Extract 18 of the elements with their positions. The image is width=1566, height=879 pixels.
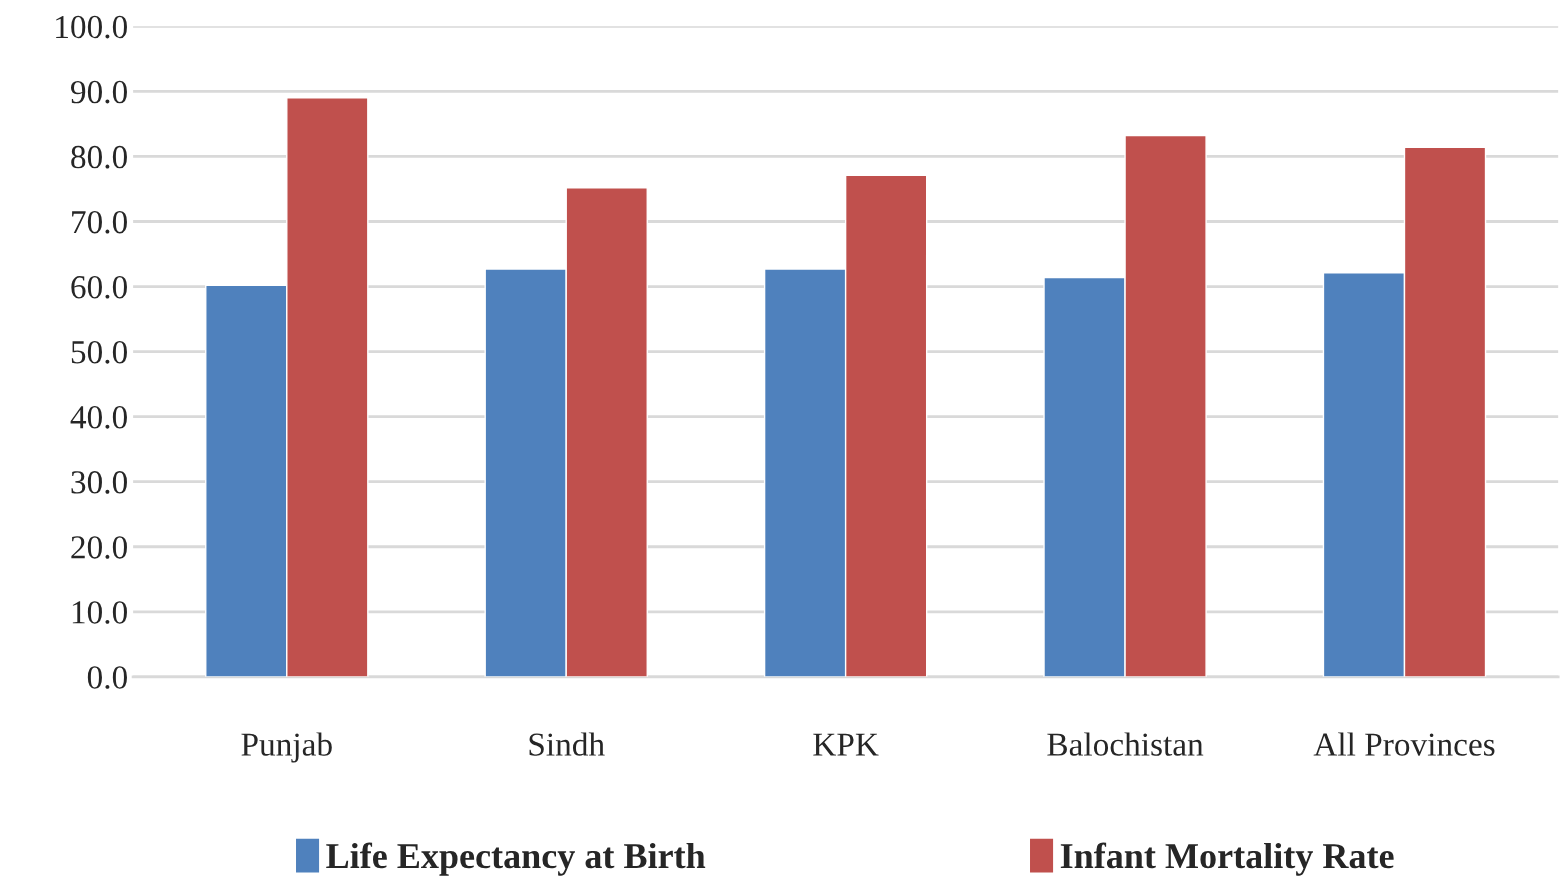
y-tick-label: 0.0 (87, 666, 127, 689)
legend-label: Infant Mortality Rate (1060, 842, 1394, 876)
x-tick-label: Punjab (241, 732, 332, 763)
y-tick-label: 70.0 (72, 210, 127, 234)
y-tick-label: 50.0 (71, 341, 127, 364)
x-tick-label: All Provinces (1313, 732, 1495, 756)
x-tick-label: Sindh (529, 732, 605, 756)
y-tick-label: 60.0 (71, 275, 127, 299)
y-tick-label: 20.0 (71, 536, 127, 559)
legend-label: Life Expectancy at Birth (326, 842, 706, 876)
x-tick-label: KPK (813, 733, 879, 756)
y-tick-label: 90.0 (70, 80, 127, 104)
x-tick-label: Balochistan (1047, 732, 1204, 756)
y-tick-label: 30.0 (71, 471, 127, 494)
y-tick-label: 40.0 (70, 406, 127, 429)
y-tick-label: 100.0 (56, 15, 127, 39)
y-tick-label: 80.0 (71, 145, 127, 169)
y-tick-label: 10.0 (72, 601, 127, 624)
